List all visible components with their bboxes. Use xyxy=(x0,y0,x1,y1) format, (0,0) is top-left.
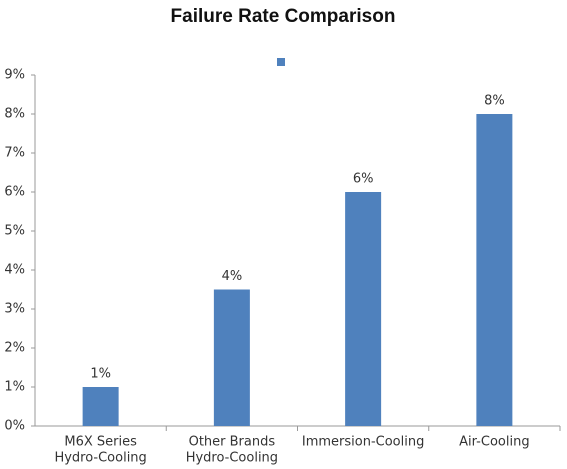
y-tick-label: 0% xyxy=(4,419,25,434)
y-tick-label: 5% xyxy=(4,224,25,239)
x-tick-label: Hydro-Cooling xyxy=(54,451,146,466)
bar xyxy=(213,289,250,426)
y-tick-label: 1% xyxy=(4,380,25,395)
value-label: 1% xyxy=(90,367,111,382)
value-label: 4% xyxy=(222,269,243,284)
y-tick-label: 4% xyxy=(4,263,25,278)
y-tick-label: 9% xyxy=(4,68,25,83)
x-tick-label: Air-Cooling xyxy=(459,435,529,450)
y-tick-label: 8% xyxy=(4,107,25,122)
x-tick-label: M6X Series xyxy=(64,435,137,450)
chart-title: Failure Rate Comparison xyxy=(171,6,396,27)
bar xyxy=(476,114,513,426)
x-tick-label: Immersion-Cooling xyxy=(302,435,424,450)
value-label: 6% xyxy=(353,172,374,187)
y-tick-label: 6% xyxy=(4,185,25,200)
bar xyxy=(82,387,119,426)
x-tick-label: Other Brands xyxy=(189,435,276,450)
y-tick-label: 7% xyxy=(4,146,25,161)
bar xyxy=(345,192,382,426)
y-tick-label: 3% xyxy=(4,302,25,317)
x-tick-label: Hydro-Cooling xyxy=(186,451,278,466)
legend-marker xyxy=(277,58,285,66)
value-label: 8% xyxy=(484,94,505,109)
y-tick-label: 2% xyxy=(4,341,25,356)
